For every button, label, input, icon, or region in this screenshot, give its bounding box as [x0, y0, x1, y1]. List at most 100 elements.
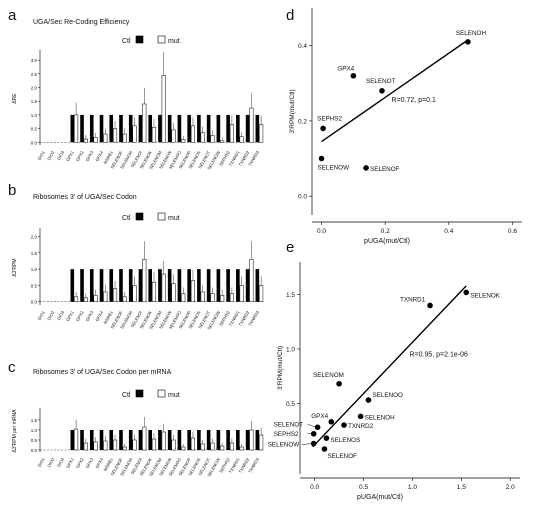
legend-swatch-ctl	[135, 389, 144, 398]
bar-ctl-SELENOS	[197, 114, 201, 143]
bar-ctl-SELENOI	[138, 430, 143, 450]
point-SELENOS	[323, 435, 330, 441]
bar-mut-MSRB1	[112, 288, 118, 302]
leader-line-SELENOT	[307, 424, 316, 428]
bar-mut-SELENOS	[200, 291, 205, 302]
bar-ctl-GPX4	[99, 269, 104, 302]
y-tick-label: 1.0	[31, 267, 38, 272]
legend-swatch-mut	[157, 35, 166, 44]
point-label-GPX4: GPX4	[311, 413, 328, 420]
bar-mut-SELENOT	[210, 442, 215, 451]
point-SELENOH	[357, 413, 364, 420]
bar-mut-SELENOH	[132, 125, 137, 143]
panel-letter-e: e	[286, 239, 294, 256]
x-tick-label: GPX1	[65, 149, 75, 162]
bar-mut-GPX1	[74, 428, 79, 451]
bar-mut-MSRB1	[112, 128, 118, 143]
bar-mut-SELENOM	[161, 273, 166, 302]
legend-label-mut: mut	[168, 392, 180, 399]
point-SELENOM	[336, 380, 342, 387]
point-label-SELENOW: SELENOW	[268, 442, 300, 449]
bar-mut-MSRB1	[112, 439, 118, 451]
bar-mut-GPX4	[103, 133, 108, 143]
panel-letter-c: c	[8, 359, 16, 376]
x-tick-label: 0.4	[444, 228, 453, 235]
point-label-SELENOW: SELENOW	[318, 165, 350, 172]
x-tick-label: 1.0	[408, 484, 417, 491]
x-tick-label: GPX2	[75, 149, 85, 162]
bar-ctl-GPX3	[89, 114, 94, 143]
bar-mut-SELENOF	[122, 446, 127, 451]
y-tick-label: 0.2	[298, 118, 307, 125]
bar-ctl-TXNRD2	[245, 269, 250, 302]
bar-mut-SELENOP	[190, 125, 196, 143]
bar-ctl-MSRB1	[109, 430, 114, 450]
x-tick-label: MSRB1	[102, 309, 114, 325]
bar-ctl-GPX2	[80, 430, 84, 450]
bar-ctl-SELENOH	[128, 269, 133, 302]
panel-title-a: UGA/Sec Re-Coding Efficiency	[33, 19, 130, 26]
bar-mut-SELENON	[171, 129, 176, 143]
bar-mut-SELENOP	[190, 437, 196, 451]
y-tick-label: 0.5	[31, 127, 38, 132]
point-label-SELENOF: SELENOF	[370, 166, 400, 173]
point-SELENOH	[465, 39, 471, 45]
bar-ctl-SELENOT	[206, 269, 211, 302]
bar-mut-SEPHS2	[229, 293, 234, 302]
bar-ctl-SELENOW	[216, 114, 221, 143]
bar-ctl-SELENOI	[138, 269, 143, 302]
point-SEPHS2	[320, 125, 326, 132]
x-tick-label: GPX4	[94, 309, 104, 322]
point-SELENOF	[321, 446, 328, 452]
bar-mut-TXNRD3	[259, 285, 264, 302]
point-SELENOK	[463, 289, 470, 296]
point-label-SELENOK: SELENOK	[470, 292, 501, 299]
bar-mut-SELENOO	[181, 293, 186, 302]
y-axis-label: ΔRE	[12, 93, 18, 104]
bar-ctl-SELENOK	[148, 430, 152, 450]
point-label-TXNRD1: TXNRD1	[400, 296, 426, 303]
point-TXNRD2	[341, 422, 347, 428]
bar-ctl-SELENOP	[187, 430, 191, 450]
bar-ctl-SELENON	[167, 269, 172, 302]
point-label-SELENOH: SELENOH	[456, 30, 487, 37]
x-tick-label: GPX4	[94, 456, 104, 469]
bar-mut-SELENOI	[142, 426, 147, 451]
y-tick-label: 1.5	[31, 418, 38, 423]
point-SELENOT	[379, 88, 385, 94]
bar-mut-TXNRD1	[239, 285, 244, 302]
x-tick-label: DIO1	[37, 456, 47, 468]
panel-title-c: Ribosomes 3' of UGA/Sec Codon per mRNA	[33, 369, 172, 376]
panel-letter-b: b	[8, 182, 16, 199]
bar-ctl-TXNRD3	[255, 269, 260, 302]
y-tick-label: 1.0	[31, 113, 38, 118]
x-axis-label: pUGA(mut/Ctl)	[357, 494, 403, 501]
bar-mut-SELENON	[171, 283, 176, 302]
bar-ctl-SEPHS2	[226, 114, 230, 143]
bar-ctl-TXNRD2	[245, 114, 250, 143]
bar-mut-GPX2	[83, 138, 88, 143]
point-GPX4	[350, 72, 357, 79]
x-tick-label: GPX1	[65, 456, 75, 469]
bar-ctl-TXNRD1	[236, 430, 240, 450]
point-SELENOF	[363, 165, 369, 171]
point-label-GPX4: GPX4	[337, 66, 354, 73]
bar-mut-GPX4	[103, 291, 108, 302]
bar-mut-GPX2	[83, 442, 88, 451]
panel-letter-d: d	[286, 7, 294, 24]
x-tick-label: GPX3	[85, 309, 95, 322]
x-tick-label: DIO3	[56, 309, 66, 321]
bar-mut-SELENOW	[220, 140, 225, 143]
y-tick-label: 0.0	[31, 140, 38, 145]
bar-mut-GPX3	[93, 294, 98, 302]
point-label-SELENOT: SELENOT	[366, 78, 396, 85]
bar-ctl-SELENOO	[177, 114, 182, 143]
bar-ctl-GPX1	[70, 114, 75, 143]
bar-ctl-SELENOK	[148, 114, 152, 143]
stat-annotation: R=0.72, p=0.1	[392, 97, 436, 104]
y-tick-label: 0.4	[298, 43, 307, 50]
x-tick-label: DIO3	[56, 456, 66, 468]
regression-line	[321, 39, 469, 143]
x-tick-label: GPX2	[75, 456, 85, 469]
bar-ctl-TXNRD1	[236, 114, 240, 143]
